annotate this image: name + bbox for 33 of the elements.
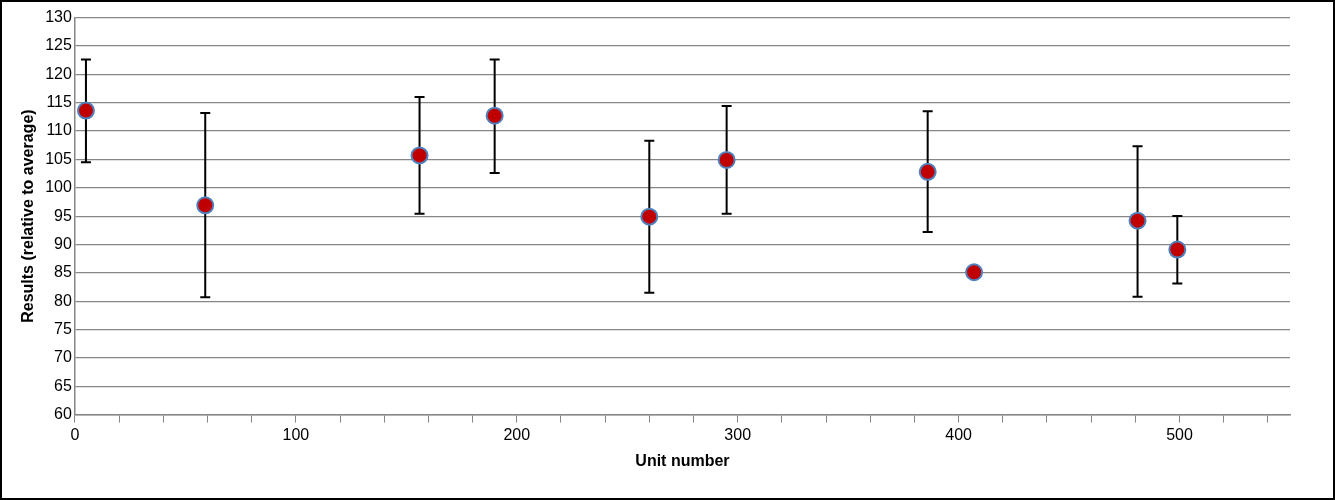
point [196,196,215,215]
y-tick-label: 105 [45,149,72,167]
point [76,101,95,120]
x-axis-title: Unit number [635,451,730,469]
x-tick-label: 300 [724,425,752,443]
y-tick-label: 95 [54,206,72,224]
y-tick-label: 85 [54,263,72,281]
point [717,150,736,169]
y-tick-label: 100 [45,178,72,196]
y-tick-label: 130 [45,8,72,26]
y-tick-label: 70 [54,348,72,366]
point [640,207,659,226]
y-tick-label: 80 [54,291,72,309]
point [1128,211,1147,230]
point [410,146,429,165]
y-tick-label: 65 [54,376,72,394]
y-tick-label: 125 [45,36,72,54]
x-tick-label: 200 [503,425,531,443]
x-tick-label: 500 [1166,425,1193,443]
y-tick-label: 120 [45,64,72,82]
y-tick-label: 110 [46,121,72,139]
x-tick-label: 400 [945,425,973,443]
y-tick-label: 115 [46,93,72,111]
y-tick-label: 90 [54,234,72,252]
point [918,162,937,181]
y-axis-title: Results (relative to average) [19,109,37,323]
point [1168,240,1187,259]
x-tick-label: 100 [282,425,310,443]
point [965,263,984,282]
y-tick-label: 75 [54,319,72,337]
y-tick-label: 60 [54,405,72,423]
point [485,106,504,125]
x-tick-label: 0 [70,425,80,443]
